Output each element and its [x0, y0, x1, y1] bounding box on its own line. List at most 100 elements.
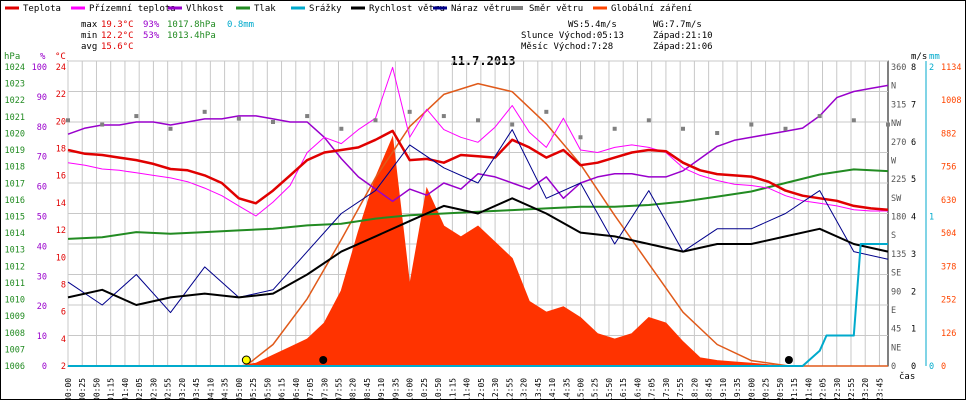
series-wind-direction-point	[817, 114, 822, 119]
axis-ms-tick: 2	[911, 287, 916, 297]
axis-ms-tick: 6	[911, 138, 916, 148]
legend-label: Přízemní teplota	[89, 4, 176, 14]
stat-min-press: 1013.4hPa	[167, 31, 216, 41]
axis-temp-tick: 18	[56, 145, 66, 155]
x-tick-label: 10:00	[406, 378, 415, 399]
axis-dir-tick: 90	[891, 287, 901, 297]
axis-dir-tick: E	[891, 306, 896, 316]
series-wind-direction-point	[168, 126, 173, 131]
axis-dir-tick: S	[891, 231, 896, 241]
x-tick-label: 22:05	[819, 378, 828, 399]
stat-avg-label: avg	[81, 42, 97, 52]
axis-pct-tick: 30	[37, 272, 47, 282]
axis-mm-tick: 1	[929, 213, 934, 223]
moonset-marker	[784, 356, 793, 364]
axis-temp-tick: 12	[56, 226, 66, 236]
x-tick-label: 12:55	[505, 378, 514, 399]
series-wind-direction-point	[202, 109, 207, 114]
x-tick-label: 23:45	[875, 378, 884, 399]
x-tick-label: 05:50	[263, 378, 272, 399]
axis-wm2-tick: 252	[941, 296, 956, 306]
info-block: WS:5.4m/s WG:7.7m/s Slunce Východ:05:13 …	[521, 20, 713, 52]
sunrise-marker	[241, 355, 251, 365]
axis-dir-tick: 45	[891, 325, 901, 335]
axis-ms-unit: m/s	[911, 52, 927, 62]
axis-dir-tick: 315	[891, 100, 906, 110]
axis-dir-tick: NW	[891, 119, 902, 129]
axis-hpa-tick: 1018	[5, 163, 25, 173]
x-tick-label: 20:00	[747, 378, 756, 399]
x-tick-label: 21:40	[804, 378, 813, 399]
series-wind-direction-point	[236, 116, 241, 121]
x-tick-label: 17:30	[662, 378, 671, 399]
series-wind-direction-point	[339, 126, 344, 131]
x-tick-label: 02:55	[164, 378, 173, 399]
legend-label: Teplota	[23, 4, 61, 14]
series-wind-direction-point	[544, 109, 549, 114]
x-tick-label: 15:50	[605, 378, 614, 399]
axis-temp-tick: 20	[56, 117, 66, 127]
x-tick-label: 07:55	[334, 378, 343, 399]
series-wind-direction-point	[407, 109, 412, 114]
axis-dir-tick: NE	[891, 343, 901, 353]
axis-hpa-tick: 1014	[5, 229, 25, 239]
stat-min-label: min	[81, 31, 97, 41]
axis-hpa-tick: 1020	[5, 129, 25, 139]
axis-hpa-tick: 1012	[5, 262, 25, 272]
axis-mm-tick: 2	[929, 63, 934, 73]
axis-dir-tick: 360	[891, 63, 906, 73]
x-tick-label: 02:30	[149, 378, 158, 399]
axis-mm-tick: 0	[929, 362, 934, 372]
axis-hpa-tick: 1021	[5, 113, 25, 123]
series-rain	[68, 243, 888, 367]
axis-mm-unit: mm	[929, 52, 940, 62]
series-wind-direction-point	[441, 114, 446, 119]
axis-hpa-tick: 1010	[5, 296, 25, 306]
axis-dir-tick: N	[891, 82, 896, 92]
axis-temp-tick: 22	[56, 90, 66, 100]
x-tick-label: 00:00	[64, 378, 73, 399]
x-tick-label: 18:20	[690, 378, 699, 399]
x-tick-label: 19:10	[719, 378, 728, 399]
axis-dir-tick: 180	[891, 213, 906, 223]
x-tick-label: 12:30	[491, 378, 500, 399]
axis-ms-tick: 8	[911, 63, 916, 73]
series-wind-direction-point	[305, 114, 310, 119]
legend-label: Rychlost větru	[369, 4, 445, 14]
stat-min-hum: 53%	[143, 31, 160, 41]
legend-label: Vlhkost	[186, 4, 224, 14]
x-tick-label: 20:50	[776, 378, 785, 399]
legend-label: Srážky	[309, 4, 342, 14]
axis-hpa-tick: 1006	[5, 362, 25, 372]
series-wind-direction-point	[715, 131, 720, 136]
x-tick-label: 15:00	[577, 378, 586, 399]
x-tick-label: 10:25	[420, 378, 429, 399]
legend-label: Globální záření	[611, 4, 692, 14]
x-tick-label: 17:55	[676, 378, 685, 399]
x-tick-label: 01:15	[107, 378, 116, 399]
axis-temp-tick: 14	[56, 199, 66, 209]
axis-ms-tick: 7	[911, 100, 916, 110]
series-wind-direction-point	[851, 118, 856, 123]
axis-dir-tick: 0	[891, 362, 896, 372]
x-tick-label: 12:05	[477, 378, 486, 399]
axis-pct-tick: 0	[42, 362, 47, 372]
axis-pct-unit: %	[40, 52, 46, 62]
series-wind-direction-point	[578, 135, 583, 140]
series-wind-direction-point	[271, 120, 275, 124]
axis-ms-tick: 1	[911, 325, 916, 335]
x-tick-label: 06:40	[292, 378, 301, 399]
stat-max-rain: 0.8mm	[227, 20, 254, 30]
stat-min-temp: 12.2°C	[101, 31, 134, 41]
x-tick-label: 02:05	[135, 378, 144, 399]
axis-pct-tick: 80	[37, 123, 47, 133]
axis-ms-tick: 4	[911, 213, 916, 223]
axis-ms-tick: 0	[911, 362, 916, 372]
moonrise-marker	[319, 356, 328, 364]
x-tick-label: 13:20	[520, 378, 529, 399]
series-wind-gust	[67, 129, 889, 314]
x-tick-label: 11:15	[448, 378, 457, 399]
series-wind-direction-point	[100, 122, 105, 127]
x-tick-label: 07:05	[306, 378, 315, 399]
x-tick-label: 19:35	[733, 378, 742, 399]
